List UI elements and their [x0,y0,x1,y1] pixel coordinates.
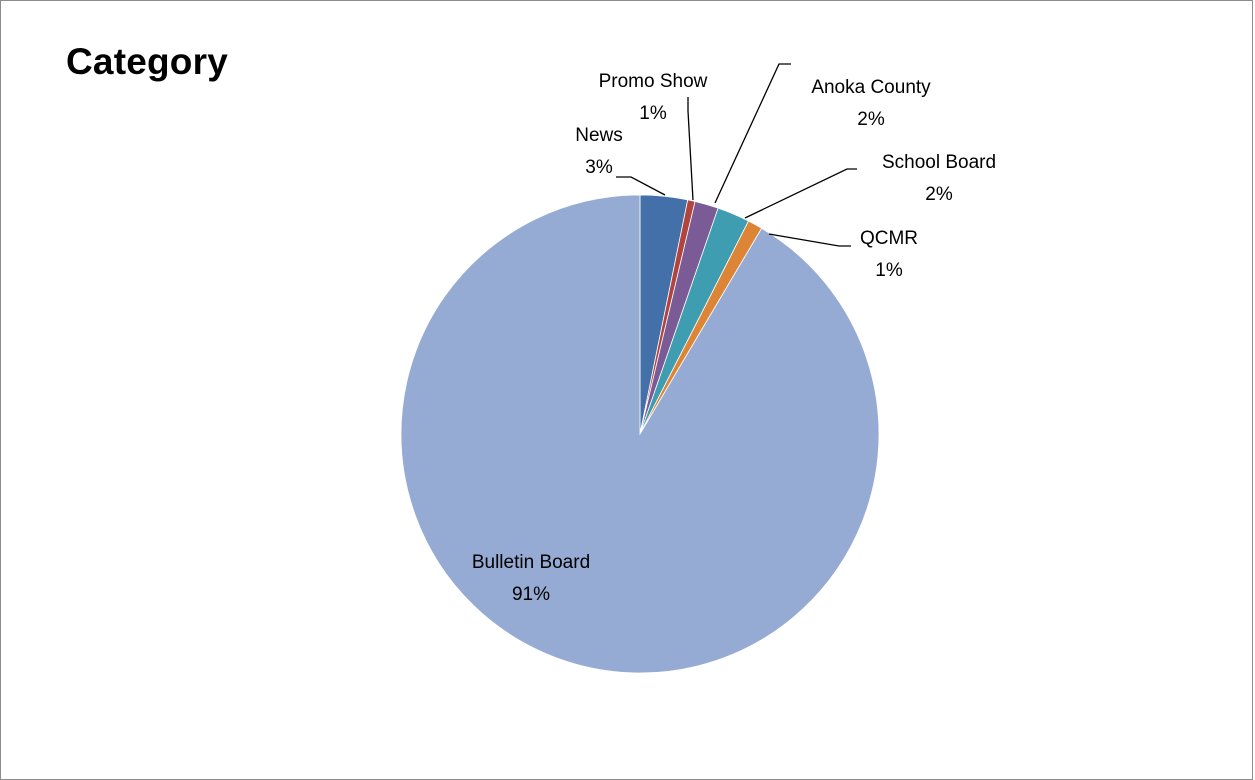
data-label-news: News 3% [575,125,623,178]
leader-line-anoka-county [714,63,791,204]
leader-lines [616,63,857,247]
data-label-promo-show: Promo Show 1% [599,71,708,124]
leader-line-news [616,176,666,196]
leader-line-promo-show [687,97,694,201]
data-label-school-board: School Board 2% [882,152,996,205]
leader-line-qcmr [768,233,851,247]
chart-title: Category [66,41,228,82]
pie-slices [400,194,880,674]
data-label-bulletin-board: Bulletin Board 91% [472,552,590,605]
leader-line-school-board [744,168,857,219]
data-label-anoka-county: Anoka County 2% [811,77,931,130]
data-labels: News 3%Promo Show 1% Anoka County 2% School B… [472,71,996,605]
data-label-qcmr: QCMR 1% [860,228,918,281]
pie-slice-bulletin-board [400,194,880,674]
